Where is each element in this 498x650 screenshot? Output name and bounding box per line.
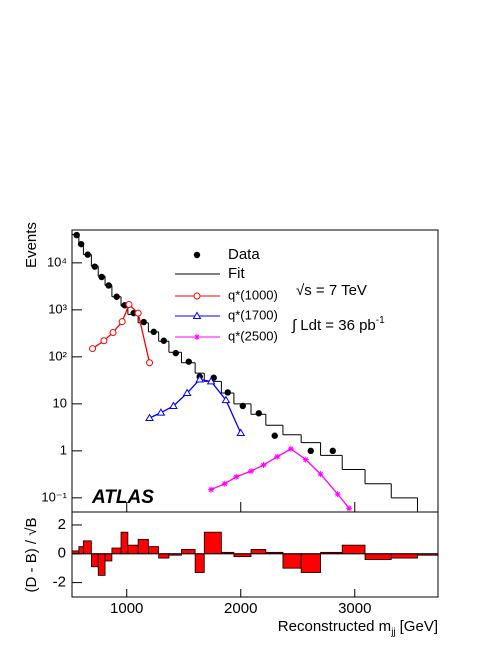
residual-bar [90,553,99,568]
data-point [239,402,246,410]
legend-label: q*(2500) [228,328,278,343]
residual-bar [97,553,106,576]
signal-point [260,462,267,468]
y-tick-label: 10 [53,395,67,410]
signal-point [221,395,231,404]
residual-bar [78,546,84,555]
residual-bar [137,538,149,555]
lumi-text: ∫ Ldt = 36 pb [291,317,376,334]
signal-point [274,453,281,460]
data-point [307,447,314,455]
residual-bar [158,553,170,559]
data-point [193,251,201,259]
data-point [172,349,179,357]
residual-bar [250,549,267,555]
signal-point [182,388,192,397]
signal-point [287,445,294,452]
data-point [271,432,278,439]
residual-bar [390,553,418,559]
y-tick-label: 10² [48,348,67,363]
signal-point [193,292,201,300]
signal-point [145,413,154,421]
residual-bar [282,553,302,569]
residual-bar [364,553,392,560]
signal-line [149,378,242,434]
y-tick-label: -2 [53,574,66,591]
x-tick-label: 2000 [224,600,257,617]
signal-point [334,491,341,498]
signal-point [118,318,126,326]
experiment-label: ATLAS [91,487,154,508]
energy-label: √s = 7 TeV [296,282,367,299]
residual-bar [181,549,196,555]
signal-point [146,359,154,367]
residual-bar [147,546,160,555]
residual-bar [104,553,113,562]
x-label-sub: jj [390,627,395,638]
x-label-unit: [GeV] [400,618,438,635]
y-axis-label: Events [23,222,40,268]
signal-point [195,374,205,383]
lumi-exp: -1 [376,315,385,326]
y-tick-label: 2 [58,516,66,533]
residual-bar [341,544,366,555]
signal-point [109,328,117,336]
signal-point [221,480,228,487]
data-point [224,389,231,396]
x-tick-label: 1000 [110,600,143,617]
signal-point [156,408,166,416]
signal-point [208,486,215,493]
residual-bar [127,544,139,555]
data-point [77,240,85,248]
residual-bar [83,540,92,555]
signal-point [169,401,178,410]
signal-point [125,300,133,308]
y-tick-label: 10⁻¹ [41,489,67,504]
lumi-label: ∫ Ldt = 36 pb-1 [291,315,385,334]
signal-point [233,473,240,480]
signal-point [192,311,202,319]
residual-axis-label: (D - B) / √B [23,518,40,593]
data-point [140,318,147,326]
residual-bar [194,553,205,573]
y-tick-label: 10³ [48,301,67,316]
signal-point [302,456,309,463]
x-tick-label: 3000 [338,600,371,617]
residual-bar [111,547,122,555]
data-point [255,410,262,417]
signal-point [134,309,142,317]
signal-point [206,376,216,385]
data-point [329,447,336,455]
signal-point [317,471,324,478]
y-tick-label: 10⁴ [47,254,67,269]
y-tick-label: 1 [60,442,67,457]
data-point [73,231,80,239]
signal-point [100,337,108,345]
y-tick-label: 0 [58,545,66,562]
x-label-text: Reconstructed m [278,618,391,635]
residual-bar [120,531,129,555]
legend-label: q*(1000) [228,287,278,302]
signal-point [248,468,255,475]
data-point [98,273,105,281]
legend-label: Fit [228,265,245,282]
residual-bar [203,531,222,555]
x-axis-label: Reconstructed mjj [GeV] [278,618,438,638]
residual-bar [300,553,321,573]
data-point [185,358,192,365]
signal-point [194,334,200,340]
signal-point [346,505,353,512]
signal-point [236,428,246,436]
legend-label: Data [228,246,260,263]
signal-line [210,448,350,509]
legend-label: q*(1700) [228,307,278,322]
signal-point [89,345,97,353]
